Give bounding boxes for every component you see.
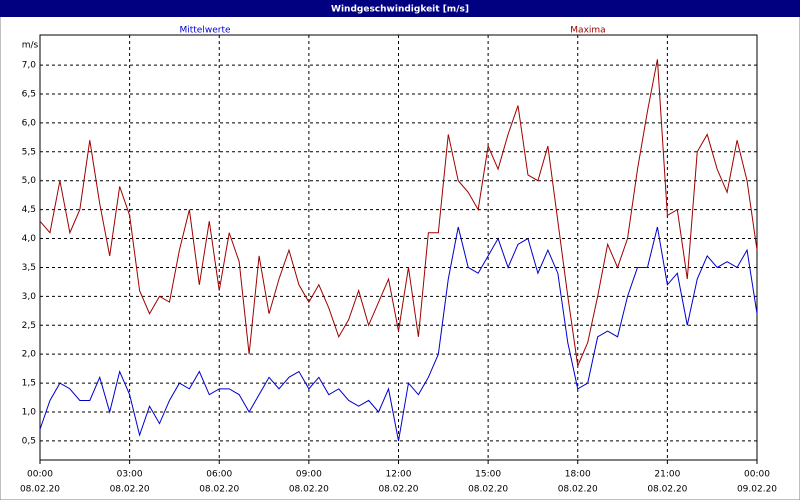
y-tick-label: 4,0 — [22, 234, 37, 244]
series-line — [39, 226, 758, 442]
y-tick-label: 5,0 — [22, 176, 37, 186]
x-tick-label: 06:00 — [206, 470, 232, 480]
y-tick-label: 3,0 — [22, 292, 37, 302]
x-tick-label: 00:00 — [27, 470, 53, 480]
y-tick-label: 5,5 — [22, 147, 36, 157]
x-tick-date: 08.02.20 — [199, 485, 239, 495]
chart-title: Windgeschwindigkeit [m/s] — [331, 5, 469, 15]
y-tick-label: 7,0 — [22, 61, 37, 71]
x-tick-date: 08.02.20 — [110, 485, 150, 495]
x-tick-date: 08.02.20 — [20, 485, 60, 495]
legend-label: Maxima — [570, 26, 605, 36]
legend-label: Mittelwerte — [179, 26, 230, 36]
x-tick-date: 08.02.20 — [378, 485, 418, 495]
y-tick-label: 2,0 — [22, 350, 37, 360]
y-tick-label: 6,0 — [22, 118, 37, 128]
series-line — [39, 59, 758, 368]
title-bar — [0, 0, 800, 17]
x-tick-date: 08.02.20 — [647, 485, 687, 495]
y-tick-label: 0,5 — [22, 436, 36, 446]
y-tick-label: 1,0 — [22, 408, 37, 418]
y-tick-label: 1,5 — [22, 379, 36, 389]
x-tick-label: 21:00 — [654, 470, 680, 480]
x-tick-date: 09.02.20 — [737, 485, 777, 495]
x-tick-label: 00:00 — [744, 470, 770, 480]
x-tick-label: 12:00 — [386, 470, 412, 480]
x-tick-label: 15:00 — [475, 470, 501, 480]
x-tick-date: 08.02.20 — [468, 485, 508, 495]
y-tick-label: 4,5 — [22, 205, 36, 215]
y-tick-label: 6,5 — [22, 89, 36, 99]
x-tick-label: 18:00 — [565, 470, 591, 480]
x-tick-date: 08.02.20 — [558, 485, 598, 495]
y-axis-label: m/s — [22, 41, 39, 51]
x-tick-label: 03:00 — [117, 470, 143, 480]
x-tick-date: 08.02.20 — [289, 485, 329, 495]
y-tick-label: 3,5 — [22, 263, 36, 273]
x-tick-label: 09:00 — [296, 470, 322, 480]
y-tick-label: 2,5 — [22, 321, 36, 331]
